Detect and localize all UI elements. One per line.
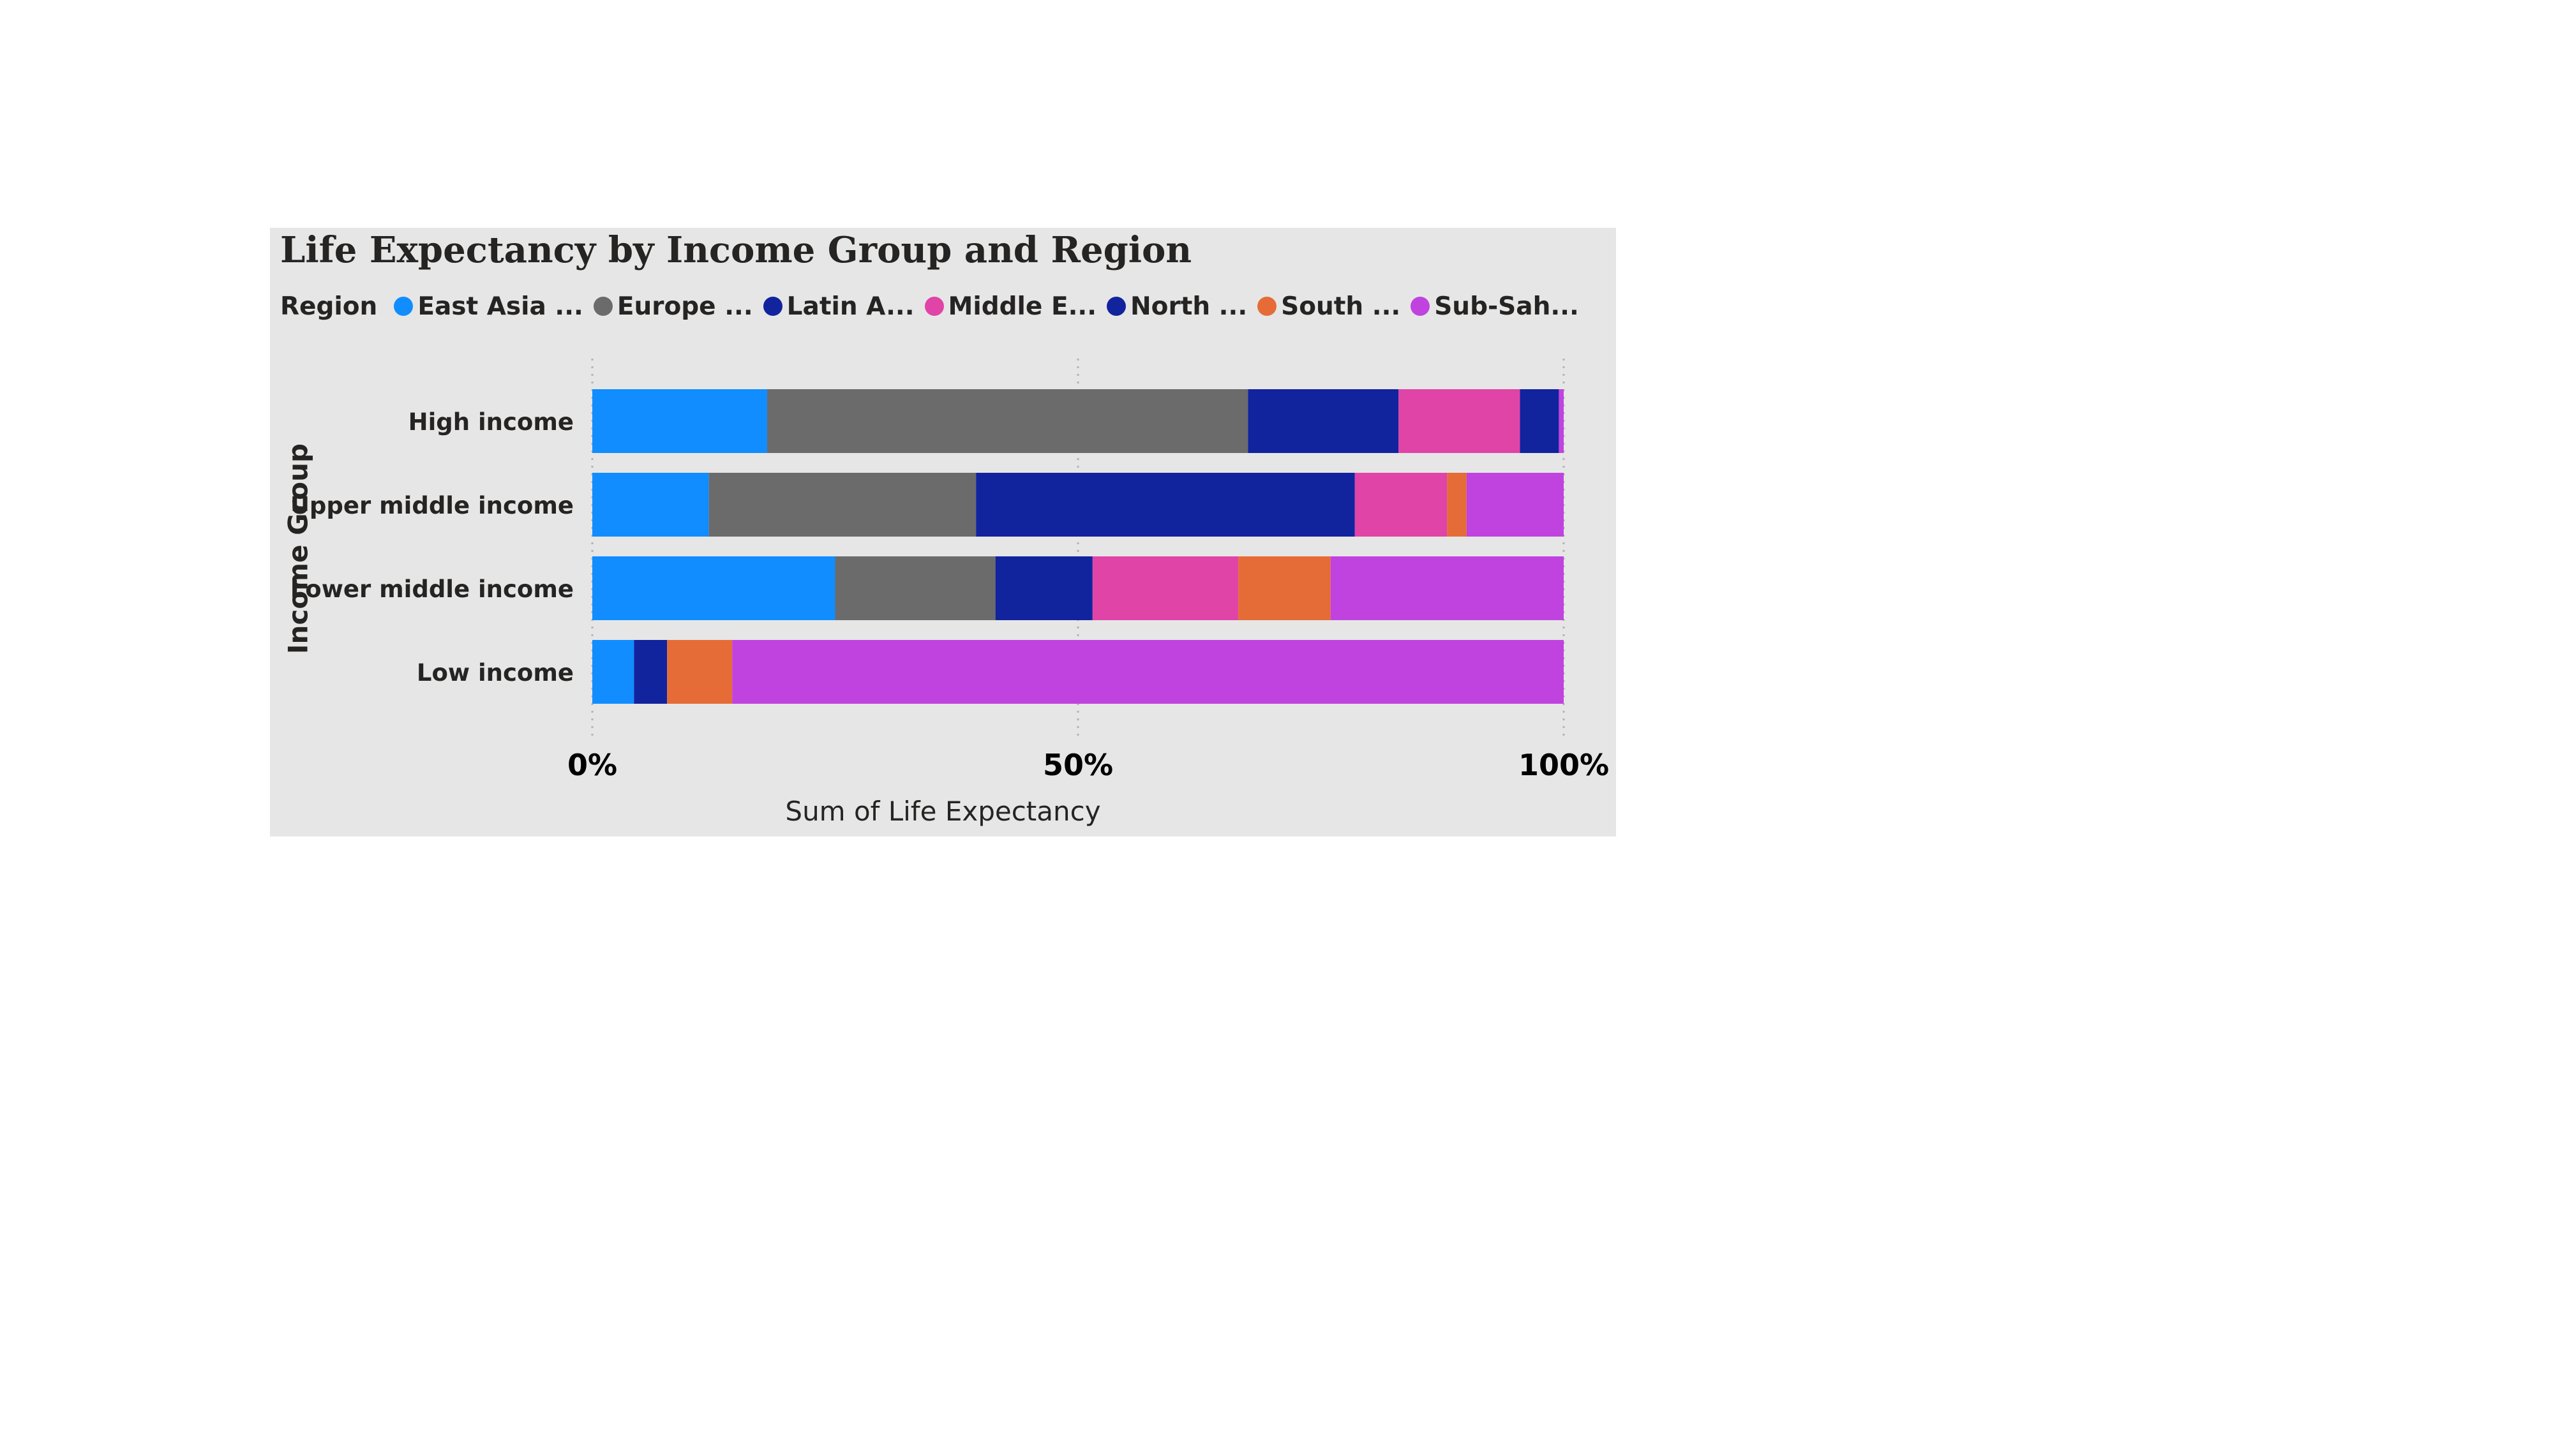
legend-item-sub-sah[interactable]: Sub-Sah... — [1411, 292, 1579, 321]
legend-item-latin-a[interactable]: Latin A... — [763, 292, 915, 321]
legend-label: Middle E... — [948, 292, 1097, 321]
chart-title: Life Expectancy by Income Group and Regi… — [280, 229, 1192, 271]
legend-marker-icon — [1257, 297, 1277, 316]
bar-high-income-east-asia[interactable] — [592, 389, 767, 453]
x-tick-label: 50% — [1043, 748, 1113, 782]
legend-marker-icon — [1107, 297, 1127, 316]
bar-lower-middle-income-middle-e[interactable] — [1092, 556, 1239, 620]
bar-upper-middle-income-sub-sah[interactable] — [1466, 473, 1564, 537]
bar-low-income-sub-sah[interactable] — [732, 640, 1564, 704]
legend-title: Region — [280, 292, 378, 321]
bar-low-income-south[interactable] — [667, 640, 733, 704]
x-axis-title: Sum of Life Expectancy — [785, 796, 1101, 827]
legend-marker-icon — [763, 297, 782, 316]
x-tick-label: 0% — [567, 748, 617, 782]
legend-item-north[interactable]: North ... — [1107, 292, 1247, 321]
y-category-label: Low income — [417, 659, 574, 687]
bar-low-income-east-asia[interactable] — [592, 640, 634, 704]
bar-high-income-north[interactable] — [1520, 389, 1559, 453]
legend-marker-icon — [394, 297, 414, 316]
bar-high-income-sub-sah[interactable] — [1559, 389, 1564, 453]
legend-label: Europe ... — [617, 292, 753, 321]
bar-lower-middle-income-sub-sah[interactable] — [1330, 556, 1564, 620]
bar-upper-middle-income-east-asia[interactable] — [592, 473, 709, 537]
legend-label: East Asia ... — [417, 292, 583, 321]
x-tick-label: 100% — [1518, 748, 1609, 782]
y-category-label: Upper middle income — [290, 492, 574, 519]
chart-visual: Life Expectancy by Income Group and Regi… — [270, 228, 1616, 836]
bar-upper-middle-income-latin-a[interactable] — [976, 473, 1355, 537]
legend-label: Sub-Sah... — [1434, 292, 1579, 321]
legend-marker-icon — [593, 297, 613, 316]
bar-low-income-latin-a[interactable] — [634, 640, 668, 704]
legend-item-middle-e[interactable]: Middle E... — [924, 292, 1097, 321]
bar-high-income-middle-e[interactable] — [1398, 389, 1520, 453]
bar-lower-middle-income-south[interactable] — [1238, 556, 1331, 620]
legend-marker-icon — [1411, 297, 1430, 316]
bar-upper-middle-income-middle-e[interactable] — [1354, 473, 1448, 537]
legend-item-south[interactable]: South ... — [1257, 292, 1400, 321]
bar-high-income-latin-a[interactable] — [1248, 389, 1399, 453]
bar-lower-middle-income-east-asia[interactable] — [592, 556, 835, 620]
legend: Region East Asia ... Europe ... Latin A...… — [280, 290, 1589, 322]
bar-lower-middle-income-latin-a[interactable] — [995, 556, 1093, 620]
legend-label: South ... — [1281, 292, 1401, 321]
bar-lower-middle-income-europe[interactable] — [835, 556, 996, 620]
legend-marker-icon — [924, 297, 944, 316]
legend-item-europe[interactable]: Europe ... — [593, 292, 753, 321]
y-axis-title: Income Group — [282, 443, 314, 655]
bar-upper-middle-income-europe[interactable] — [708, 473, 977, 537]
bar-high-income-europe[interactable] — [767, 389, 1248, 453]
bar-upper-middle-income-south[interactable] — [1447, 473, 1467, 537]
legend-item-east-asia[interactable]: East Asia ... — [394, 292, 583, 321]
plot-area: 0% 50% 100% High income Upper middle income L… — [290, 359, 1609, 782]
y-category-label: Lower middle income — [290, 576, 574, 603]
legend-label: Latin A... — [786, 292, 915, 321]
legend-label: North ... — [1130, 292, 1248, 321]
y-category-label: High income — [408, 408, 574, 436]
